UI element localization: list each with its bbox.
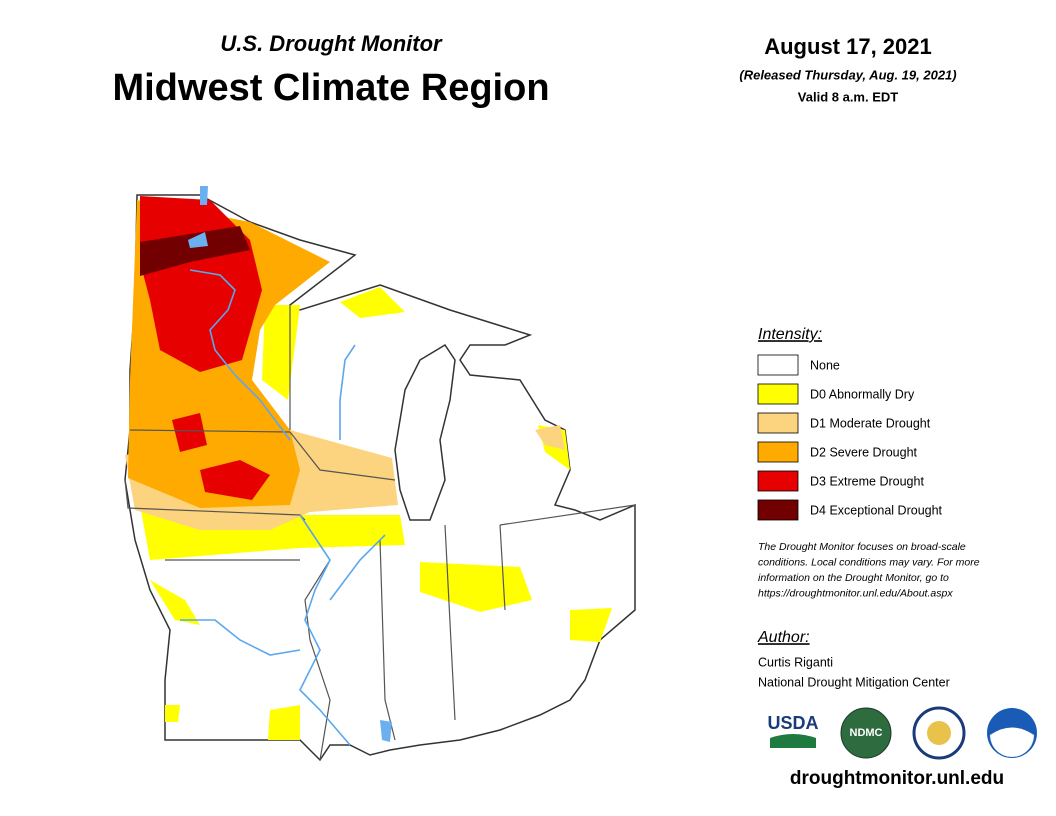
author-name: Curtis Riganti — [758, 655, 833, 669]
valid: Valid 8 a.m. EDT — [798, 89, 898, 104]
legend-label: None — [810, 358, 840, 372]
legend-swatch — [757, 412, 799, 434]
logos: USDA NDMC — [767, 706, 1037, 760]
author-org: National Drought Mitigation Center — [758, 675, 950, 689]
legend-swatch — [757, 470, 799, 492]
note-line: https://droughtmonitor.unl.edu/About.asp… — [758, 587, 953, 599]
note-line: The Drought Monitor focuses on broad-sca… — [758, 541, 966, 553]
river — [180, 269, 386, 746]
d3-area — [140, 196, 270, 500]
legend-swatch — [757, 499, 799, 521]
title: Midwest Climate Region — [112, 67, 549, 109]
legend: Intensity: None D0 Abnormally Dry D1 Moder… — [757, 326, 943, 521]
note: The Drought Monitor focuses on broad-sca… — [758, 541, 980, 600]
ndmc-circle — [840, 707, 892, 759]
map — [124, 186, 636, 762]
legend-swatch — [757, 441, 799, 463]
d4-area — [140, 226, 250, 276]
state-border — [124, 305, 636, 761]
legend-label: D0 Abnormally Dry — [810, 387, 915, 401]
usda-logo: USDA — [767, 713, 818, 733]
usda-swoosh — [770, 734, 816, 748]
ndmc-logo: NDMC — [850, 727, 883, 739]
doc-logo-center — [927, 721, 951, 745]
date: August 17, 2021 — [764, 34, 932, 59]
note-line: information on the Drought Monitor, go t… — [758, 572, 949, 584]
author-heading: Author: — [757, 629, 810, 646]
legend-label: D3 Extreme Drought — [810, 474, 924, 488]
subtitle: U.S. Drought Monitor — [220, 31, 443, 56]
legend-swatch — [757, 354, 799, 376]
footer-url: droughtmonitor.unl.edu — [790, 768, 1004, 789]
legend-label: D2 Severe Drought — [810, 445, 918, 459]
legend-title: Intensity: — [758, 326, 822, 343]
legend-label: D4 Exceptional Drought — [810, 503, 943, 517]
lake-michigan — [394, 343, 456, 521]
legend-label: D1 Moderate Drought — [810, 416, 931, 430]
note-line: conditions. Local conditions may vary. F… — [758, 556, 980, 568]
legend-swatch — [757, 383, 799, 405]
released: (Released Thursday, Aug. 19, 2021) — [739, 67, 956, 82]
noaa-wave — [990, 727, 1034, 757]
